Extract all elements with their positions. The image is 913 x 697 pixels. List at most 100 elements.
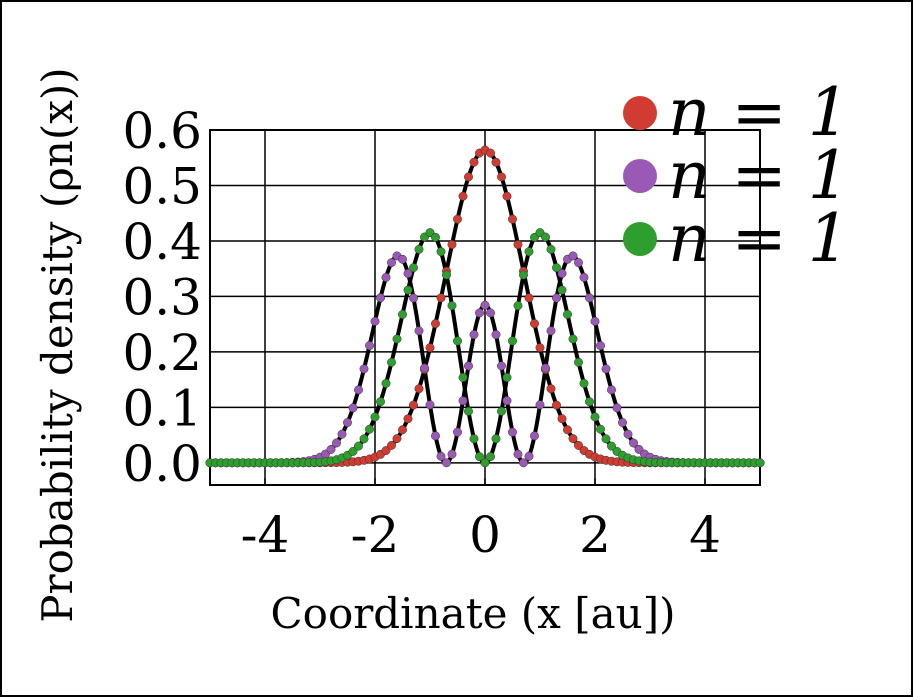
data-point-1 [629, 438, 638, 448]
data-point-1 [365, 341, 374, 351]
data-point-1 [458, 396, 468, 406]
data-point-0 [464, 172, 473, 182]
data-point-1 [541, 363, 550, 373]
y-tick-label: 0.5 [122, 157, 202, 215]
data-point-0 [557, 414, 567, 424]
data-point-2 [376, 397, 385, 407]
data-point-1 [502, 396, 512, 406]
data-point-2 [403, 285, 413, 295]
legend-label-0: n = 1 [668, 74, 850, 151]
y-tick-label: 0.0 [122, 435, 202, 493]
data-point-2 [486, 452, 495, 462]
data-point-1 [574, 258, 583, 268]
data-point-2 [568, 334, 578, 344]
data-point-2 [447, 301, 457, 311]
data-point-2 [453, 336, 462, 346]
data-point-1 [579, 272, 589, 282]
data-point-0 [398, 425, 407, 435]
data-point-1 [480, 300, 490, 310]
data-point-1 [420, 363, 429, 373]
data-point-0 [403, 414, 413, 424]
legend-marker-0 [623, 96, 657, 130]
data-point-0 [546, 384, 556, 394]
data-point-2 [354, 441, 363, 451]
data-point-1 [403, 269, 413, 278]
data-point-2 [387, 357, 396, 367]
data-point-0 [552, 400, 561, 410]
legend-label-2: n = 1 [668, 200, 850, 277]
data-point-1 [557, 269, 567, 278]
data-point-1 [486, 308, 495, 318]
data-point-1 [359, 364, 369, 374]
data-point-0 [431, 319, 440, 329]
data-point-1 [508, 427, 517, 437]
data-point-0 [436, 293, 446, 303]
data-point-2 [541, 232, 550, 242]
data-point-0 [524, 293, 534, 303]
data-point-2 [519, 270, 528, 280]
legend: n = 1n = 1n = 1 [623, 74, 850, 277]
data-point-2 [508, 336, 517, 346]
data-point-2 [398, 309, 407, 319]
data-point-1 [568, 251, 578, 261]
data-point-1 [530, 431, 539, 441]
data-point-2 [348, 447, 358, 456]
x-tick-label: -2 [351, 506, 400, 564]
data-point-1 [376, 293, 385, 303]
legend-marker-1 [623, 159, 657, 193]
data-point-1 [464, 361, 473, 371]
data-point-2 [563, 309, 572, 319]
data-point-2 [601, 434, 611, 444]
data-point-2 [431, 232, 440, 242]
data-point-0 [513, 240, 523, 250]
data-point-2 [491, 434, 501, 444]
data-point-0 [387, 440, 396, 450]
y-axis-ticks: 0.00.10.20.30.40.50.6 [122, 102, 202, 493]
data-point-2 [436, 247, 446, 257]
data-point-2 [585, 397, 594, 407]
data-point-1 [453, 427, 462, 437]
data-point-2 [365, 424, 374, 434]
data-point-2 [524, 247, 534, 257]
data-point-2 [359, 434, 369, 444]
data-point-1 [370, 316, 380, 326]
data-point-2 [579, 378, 589, 388]
data-point-1 [607, 385, 616, 395]
data-point-0 [447, 240, 457, 250]
y-tick-label: 0.1 [122, 379, 202, 437]
data-point-1 [497, 361, 506, 371]
legend-marker-2 [623, 222, 657, 256]
y-axis-title: Probability density (ρn(x)) [33, 67, 82, 622]
data-point-0 [425, 343, 435, 353]
data-point-0 [486, 148, 495, 158]
x-axis-title: Coordinate (x [au]) [271, 589, 676, 638]
data-point-0 [502, 191, 512, 201]
data-point-2 [414, 244, 424, 254]
data-point-2 [755, 458, 765, 468]
data-point-2 [607, 441, 616, 451]
data-point-2 [442, 270, 451, 280]
data-point-1 [519, 458, 528, 468]
y-tick-label: 0.4 [122, 213, 202, 271]
data-point-2 [392, 334, 402, 344]
x-axis-ticks: -4 -2 0 2 4 [241, 478, 721, 564]
y-tick-label: 0.6 [122, 102, 202, 160]
data-point-2 [552, 263, 561, 273]
data-point-0 [458, 191, 468, 201]
data-point-2 [409, 263, 418, 273]
data-point-1 [381, 272, 391, 282]
data-point-0 [508, 214, 517, 224]
data-point-1 [601, 364, 611, 374]
data-point-1 [524, 451, 534, 461]
data-point-2 [574, 357, 583, 367]
data-point-1 [431, 431, 440, 441]
data-point-1 [425, 400, 435, 410]
data-point-2 [469, 434, 479, 444]
x-tick-label: -4 [241, 506, 290, 564]
data-point-0 [574, 440, 583, 450]
data-point-0 [414, 384, 424, 394]
x-tick-label: 0 [469, 506, 501, 564]
x-tick-label: 2 [579, 506, 611, 564]
y-tick-label: 0.3 [122, 268, 202, 326]
